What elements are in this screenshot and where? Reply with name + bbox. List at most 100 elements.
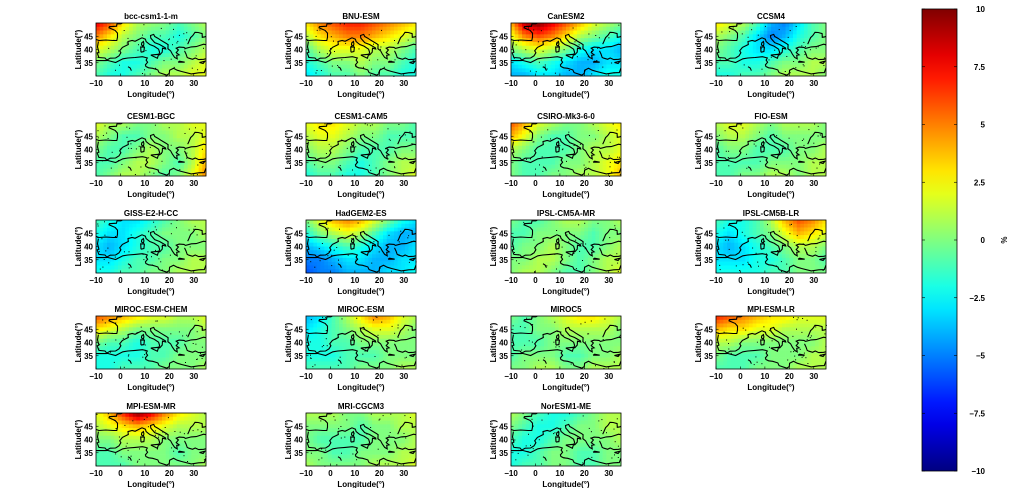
heat-cell (103, 238, 108, 244)
heat-cell (306, 26, 310, 31)
heat-cell (129, 220, 133, 225)
heat-cell (514, 141, 519, 147)
heat-cell (401, 261, 406, 266)
heat-cell (591, 126, 596, 131)
heat-cell (118, 261, 122, 266)
heat-cell (394, 160, 398, 165)
heat-cell (602, 172, 607, 177)
heat-cell (412, 220, 417, 225)
heat-cell (151, 246, 155, 251)
heat-cell (317, 64, 321, 69)
heat-cell (173, 238, 177, 244)
heat-cell (173, 149, 177, 154)
heat-cell (180, 41, 185, 47)
heat-cell (793, 172, 797, 177)
heat-cell (368, 30, 373, 35)
heat-cell (158, 238, 163, 244)
heat-cell (818, 26, 823, 31)
heat-cell (569, 30, 574, 35)
heat-cell (165, 235, 170, 240)
heat-cell (331, 53, 336, 58)
heat-cell (324, 126, 329, 131)
heat-cell (785, 164, 790, 169)
heat-cell (763, 149, 768, 154)
heat-cell (103, 41, 108, 47)
coastline (770, 53, 780, 59)
heat-cell (540, 149, 545, 154)
heat-cell (569, 130, 574, 135)
heat-cell (335, 134, 340, 139)
heat-cell (383, 157, 387, 162)
heat-cell (811, 123, 816, 128)
heat-cell (749, 49, 753, 54)
heat-cell (364, 126, 369, 131)
heat-cell (335, 123, 340, 128)
heat-cell (793, 149, 797, 154)
heat-cell (198, 53, 203, 58)
significance-dot (334, 51, 335, 52)
significance-dot (168, 39, 170, 41)
heat-cell (132, 168, 137, 173)
significance-dot (813, 162, 815, 164)
heat-cell (103, 164, 108, 169)
heat-cell (342, 68, 347, 73)
heat-cell (114, 53, 119, 58)
heat-cell (408, 172, 413, 177)
heat-cell (536, 53, 541, 58)
heat-cell (136, 45, 141, 50)
heat-cell (379, 141, 384, 147)
heat-cell (140, 30, 144, 35)
heat-cell (763, 130, 768, 135)
y-tick-label: 45 (704, 32, 713, 41)
heat-cell (331, 250, 336, 255)
heat-cell (584, 45, 589, 50)
heat-cell (793, 160, 797, 165)
significance-dot (724, 130, 726, 132)
heat-cell (379, 227, 384, 232)
heat-cell (368, 134, 373, 139)
heat-cell (140, 72, 144, 77)
heat-cell (114, 30, 119, 35)
heat-cell (187, 227, 192, 232)
heat-cell (147, 246, 152, 251)
y-tick-label: 40 (499, 146, 508, 155)
heat-cell (129, 49, 133, 54)
y-tick-label: 40 (499, 46, 508, 55)
heat-cell (738, 138, 742, 143)
heat-cell (335, 265, 340, 270)
heat-cell (96, 30, 100, 35)
heat-cell (195, 168, 199, 173)
heat-cell (169, 168, 174, 173)
heat-cell (353, 26, 358, 31)
heat-cell (364, 30, 369, 35)
heat-cell (580, 134, 585, 139)
heat-cell (342, 72, 347, 77)
heat-cell (397, 257, 402, 262)
heat-cell (375, 126, 380, 131)
heat-cell (401, 60, 406, 65)
heat-cell (184, 149, 188, 154)
heat-cell (745, 145, 750, 150)
heat-cell (599, 49, 603, 54)
significance-dot (407, 39, 409, 41)
heat-cell (313, 41, 318, 47)
heat-cell (136, 220, 141, 225)
heat-cell (386, 223, 391, 228)
heat-cell (372, 49, 376, 54)
significance-dot (732, 27, 734, 29)
heat-cell (577, 134, 581, 139)
heat-cell (169, 153, 174, 158)
significance-dot (316, 29, 318, 31)
heat-cell (331, 123, 336, 128)
heat-cell (807, 130, 812, 135)
heat-cell (544, 23, 548, 28)
heat-cell (372, 123, 376, 128)
heat-cell (350, 130, 354, 135)
significance-dot (617, 156, 619, 158)
heat-cell (522, 64, 526, 69)
heat-cell (562, 72, 567, 77)
heat-cell (328, 45, 332, 50)
significance-dot (316, 70, 318, 71)
heat-cell (140, 38, 144, 43)
heat-cell (796, 60, 801, 65)
